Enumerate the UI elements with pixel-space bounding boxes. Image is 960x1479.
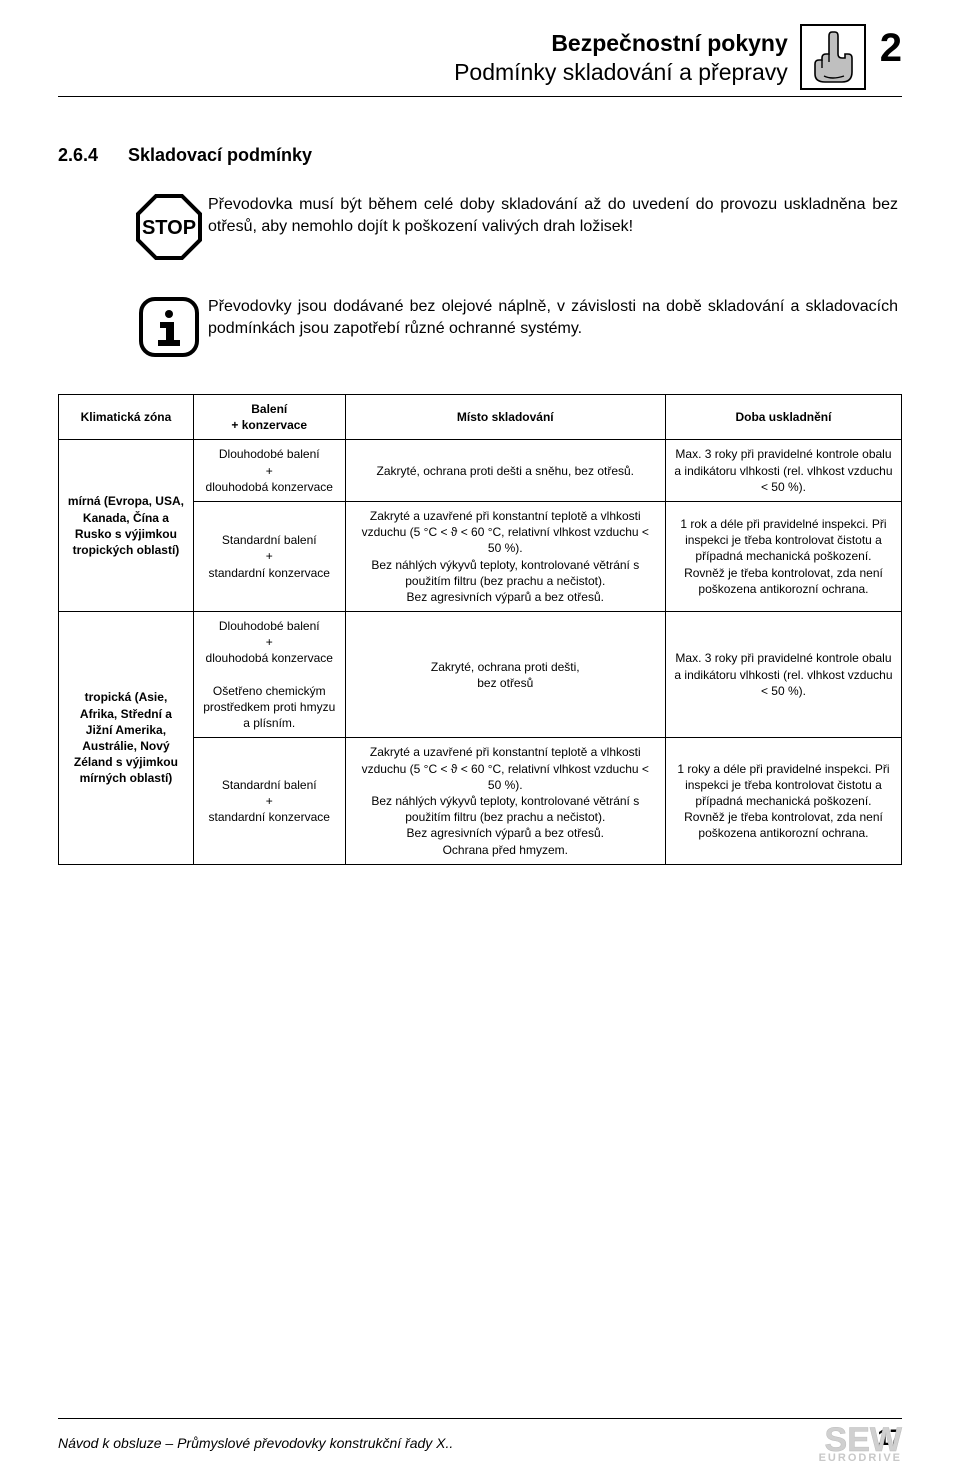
hand-icon — [800, 24, 866, 90]
page-header: Bezpečnostní pokyny Podmínky skladování … — [58, 30, 902, 97]
col-duration: Doba uskladnění — [665, 395, 901, 440]
location-cell: Zakryté, ochrana proti dešti a sněhu, be… — [345, 440, 665, 502]
duration-cell: Max. 3 roky při pravidelné kontrole obal… — [665, 440, 901, 502]
storage-conditions-table: Klimatická zóna Balení + konzervace Míst… — [58, 394, 902, 865]
duration-cell: Max. 3 roky při pravidelné kontrole obal… — [665, 612, 901, 738]
stop-notice-text: Převodovka musí být během celé doby skla… — [208, 194, 902, 260]
packaging-cell: Standardní balení + standardní konzervac… — [193, 501, 345, 611]
page-footer: Návod k obsluze – Průmyslové převodovky … — [58, 1418, 902, 1451]
section-title: Skladovací podmínky — [128, 145, 312, 166]
location-cell: Zakryté a uzavřené při konstantní teplot… — [345, 501, 665, 611]
info-notice-text: Převodovky jsou dodávané bez olejové náp… — [208, 296, 902, 358]
location-cell: Zakryté, ochrana proti dešti, bez otřesů — [345, 612, 665, 738]
zone-cell: tropická (Asie, Afrika, Střední a Jižní … — [59, 612, 194, 865]
col-location: Místo skladování — [345, 395, 665, 440]
stop-notice: STOP Převodovka musí být během celé doby… — [130, 194, 902, 260]
chapter-number: 2 — [880, 26, 902, 71]
logo-small: EURODRIVE — [819, 1454, 902, 1463]
duration-cell: 1 rok a déle při pravidelné inspekci. Př… — [665, 501, 901, 611]
location-cell: Zakryté a uzavřené při konstantní teplot… — [345, 738, 665, 864]
packaging-cell: Dlouhodobé balení + dlouhodobá konzervac… — [193, 440, 345, 502]
section-number: 2.6.4 — [58, 145, 128, 166]
pointing-hand-icon — [808, 28, 858, 86]
info-icon — [130, 296, 208, 358]
table-row: mírná (Evropa, USA, Kanada, Čína a Rusko… — [59, 440, 902, 502]
packaging-cell: Dlouhodobé balení + dlouhodobá konzervac… — [193, 612, 345, 738]
table-row: tropická (Asie, Afrika, Střední a Jižní … — [59, 612, 902, 738]
header-titles: Bezpečnostní pokyny Podmínky skladování … — [454, 30, 800, 86]
col-packaging: Balení + konzervace — [193, 395, 345, 440]
stop-icon: STOP — [130, 194, 208, 260]
duration-cell: 1 roky a déle při pravidelné inspekci. P… — [665, 738, 901, 864]
sew-logo: SEW EURODRIVE — [819, 1427, 902, 1463]
col-zone: Klimatická zóna — [59, 395, 194, 440]
zone-cell: mírná (Evropa, USA, Kanada, Čína a Rusko… — [59, 440, 194, 612]
footer-text: Návod k obsluze – Průmyslové převodovky … — [58, 1435, 453, 1451]
table-body: mírná (Evropa, USA, Kanada, Čína a Rusko… — [59, 440, 902, 864]
packaging-cell: Standardní balení + standardní konzervac… — [193, 738, 345, 864]
section-heading: 2.6.4 Skladovací podmínky — [58, 145, 902, 166]
doc-subtitle: Podmínky skladování a přepravy — [454, 59, 788, 86]
doc-title: Bezpečnostní pokyny — [454, 30, 788, 57]
logo-big: SEW — [819, 1427, 902, 1454]
svg-text:STOP: STOP — [142, 217, 196, 239]
info-notice: Převodovky jsou dodávané bez olejové náp… — [130, 296, 902, 358]
